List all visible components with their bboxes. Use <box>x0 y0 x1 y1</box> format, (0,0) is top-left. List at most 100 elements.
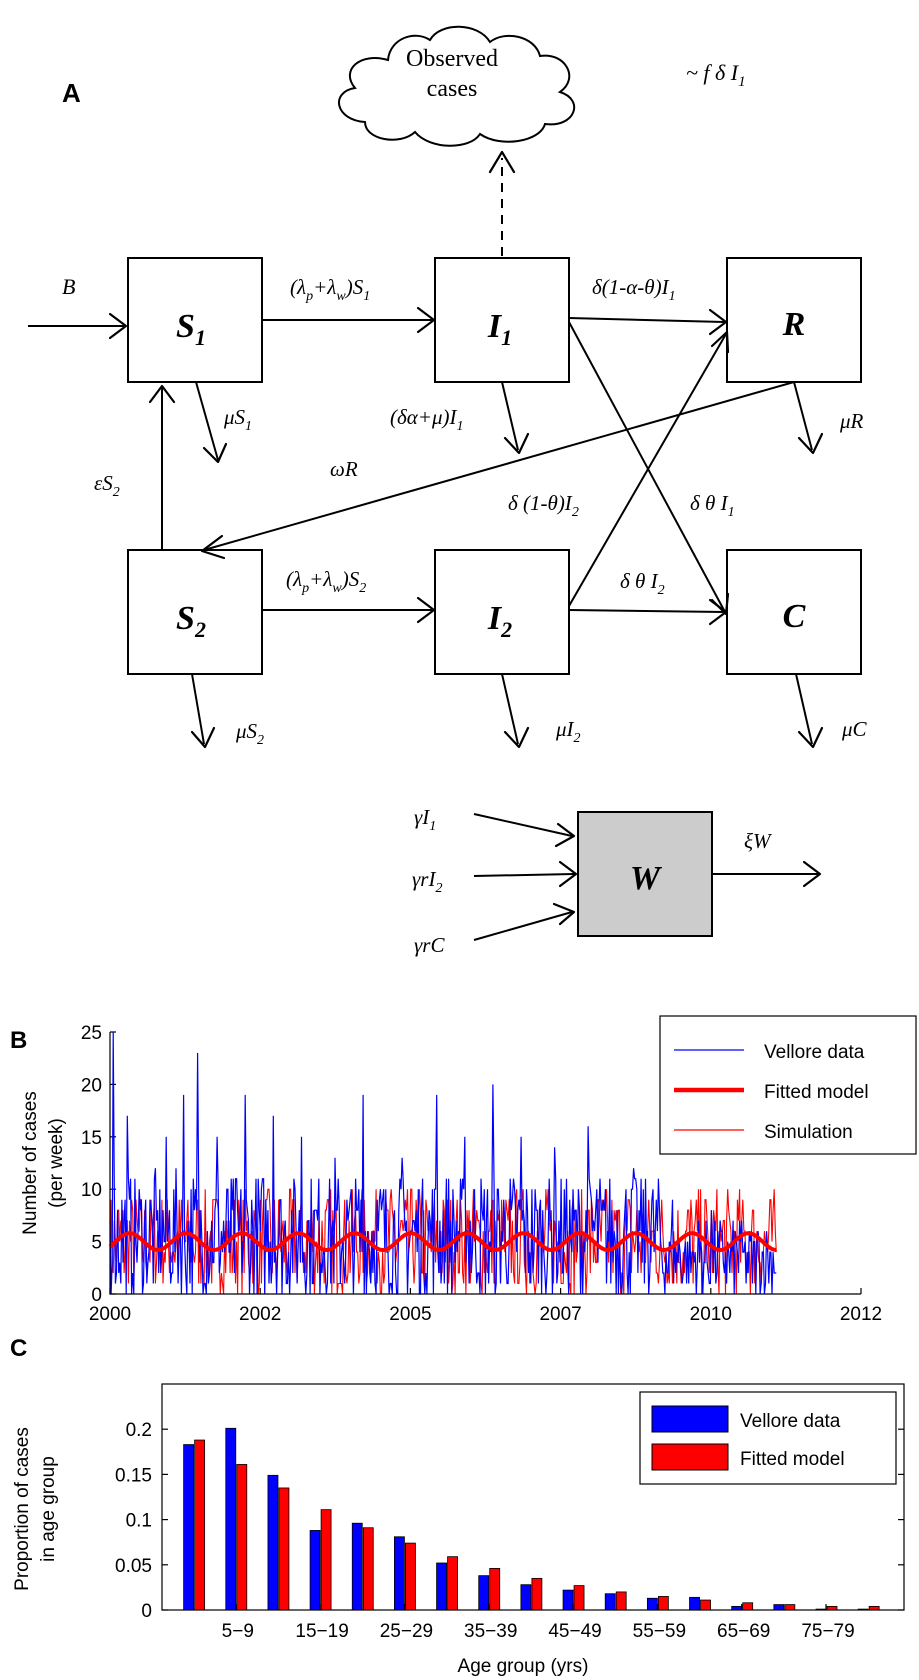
rate-i1-carrier: δ θ I1 <box>690 491 735 520</box>
i2-to-carrier-arrow <box>568 598 728 626</box>
svg-text:S2: S2 <box>176 600 206 642</box>
bar-vellore-data <box>183 1444 195 1611</box>
panel-label-c: C <box>10 1335 27 1362</box>
bar-vellore-data <box>646 1597 658 1611</box>
x-axis-label: Age group (yrs) <box>458 1656 589 1677</box>
bar-vellore-data <box>773 1604 785 1611</box>
bar-vellore-data <box>225 1427 237 1611</box>
x-tick-label: 2010 <box>690 1304 732 1325</box>
y-tick-label: 5 <box>91 1233 102 1254</box>
bar-fitted-model <box>573 1585 585 1611</box>
rate-i2-carrier: δ θ I2 <box>620 569 665 598</box>
compartment-s1: S1 <box>127 257 263 383</box>
rate-infection-s2: (λp+λw)S2 <box>286 567 366 596</box>
bar-fitted-model <box>657 1596 669 1611</box>
observation-arrow <box>488 150 516 256</box>
bar-fitted-model <box>362 1527 374 1611</box>
death-s1-arrow <box>195 381 228 464</box>
bar-fitted-model <box>320 1509 332 1611</box>
x-tick-label: 2002 <box>239 1304 281 1325</box>
x-tick-label: 55−59 <box>633 1621 686 1642</box>
rate-death-s1: μS1 <box>223 405 252 434</box>
rate-i2-recovery: δ (1-θ)I2 <box>508 491 579 520</box>
y-axis-label: Proportion of cases in age group <box>12 1427 59 1591</box>
y-tick-label: 0 <box>141 1601 152 1622</box>
bar-fitted-model <box>447 1556 458 1611</box>
bar-vellore-data <box>351 1522 363 1611</box>
rate-waning: ωR <box>330 457 358 481</box>
rate-shed-i1: γI1 <box>414 805 436 834</box>
y-tick-label: 0.15 <box>115 1465 152 1486</box>
compartment-r: R <box>726 257 862 383</box>
rate-shed-c: γrC <box>414 933 445 957</box>
compartment-s2: S2 <box>127 549 263 675</box>
rate-death-s2: μS2 <box>235 719 264 748</box>
x-tick-label: 5−9 <box>222 1621 254 1642</box>
bar-fitted-model <box>615 1591 627 1611</box>
rate-decay-w: ξW <box>744 829 773 853</box>
legend-swatch <box>651 1405 729 1433</box>
svg-text:C: C <box>783 598 806 635</box>
bar-vellore-data <box>689 1596 700 1611</box>
bar-vellore-data <box>394 1536 405 1611</box>
observed-cases-cloud: Observed cases <box>338 25 576 147</box>
infection-s2-arrow <box>262 596 436 624</box>
y-tick-label: 0.05 <box>115 1556 152 1577</box>
svg-text:S1: S1 <box>176 308 206 350</box>
x-tick-label: 75−79 <box>801 1621 854 1642</box>
death-s2-arrow <box>190 673 216 749</box>
series-vellore-data <box>109 1031 777 1295</box>
rate-death-i1: (δα+μ)I1 <box>390 405 463 434</box>
death-i1-arrow <box>501 381 530 455</box>
compartment-w: W <box>577 811 713 937</box>
rate-shed-i2: γrI2 <box>412 867 442 896</box>
legend-label: Simulation <box>764 1122 853 1143</box>
svg-text:R: R <box>782 306 806 343</box>
x-tick-label: 2012 <box>840 1304 882 1325</box>
bar-vellore-data <box>815 1608 827 1611</box>
panel-label-a: A <box>62 78 81 108</box>
recovery-i1-arrow <box>568 308 728 336</box>
x-tick-label: 2007 <box>539 1304 581 1325</box>
y-tick-label: 0.1 <box>126 1511 152 1532</box>
bar-vellore-data <box>478 1575 490 1611</box>
decay-w-arrow <box>712 860 822 888</box>
bar-vellore-data <box>520 1584 532 1611</box>
cloud-text-line2: cases <box>427 76 478 102</box>
axis-frame <box>109 1032 861 1295</box>
y-axis-label: Number of cases (per week) <box>20 1091 67 1235</box>
bar-fitted-model <box>405 1542 416 1611</box>
x-tick-label: 2000 <box>89 1304 131 1325</box>
panel-label-b: B <box>10 1027 27 1054</box>
shed-i2-arrow <box>473 860 578 888</box>
rate-birth: B <box>62 274 75 299</box>
compartment-i1: I1 <box>434 257 570 383</box>
observation-rate-label: ~ f δ I1 <box>686 60 746 90</box>
i2-to-recovered-arrow <box>568 330 730 607</box>
bar-fitted-model <box>278 1487 290 1611</box>
legend-box <box>639 1391 897 1485</box>
compartment-diagram: A Observed cases ~ f δ I1 S1 I1 R S2 I2 … <box>28 25 868 957</box>
rate-s2-to-s1: εS2 <box>94 471 120 500</box>
bar-vellore-data <box>604 1593 616 1611</box>
x-tick-label: 65−69 <box>717 1621 770 1642</box>
y-tick-label: 15 <box>81 1128 102 1149</box>
bar-fitted-model <box>784 1604 796 1611</box>
y-tick-label: 20 <box>81 1075 102 1096</box>
bar-fitted-model <box>700 1599 711 1611</box>
bar-fitted-model <box>826 1605 838 1611</box>
shed-c-arrow <box>473 902 576 941</box>
bar-vellore-data <box>436 1562 447 1611</box>
y-tick-label: 0 <box>91 1285 102 1306</box>
bar-vellore-data <box>857 1608 869 1611</box>
bar-fitted-model <box>236 1464 248 1611</box>
rate-death-c: μC <box>841 717 868 741</box>
y-tick-label: 25 <box>81 1023 102 1044</box>
x-tick-label: 35−39 <box>464 1621 517 1642</box>
bar-vellore-data <box>309 1530 321 1611</box>
bar-fitted-model <box>194 1439 206 1611</box>
y-tick-label: 0.2 <box>126 1420 152 1441</box>
death-c-arrow <box>795 673 824 749</box>
legend-swatch <box>651 1443 729 1471</box>
rate-death-i2: μI2 <box>555 717 581 746</box>
